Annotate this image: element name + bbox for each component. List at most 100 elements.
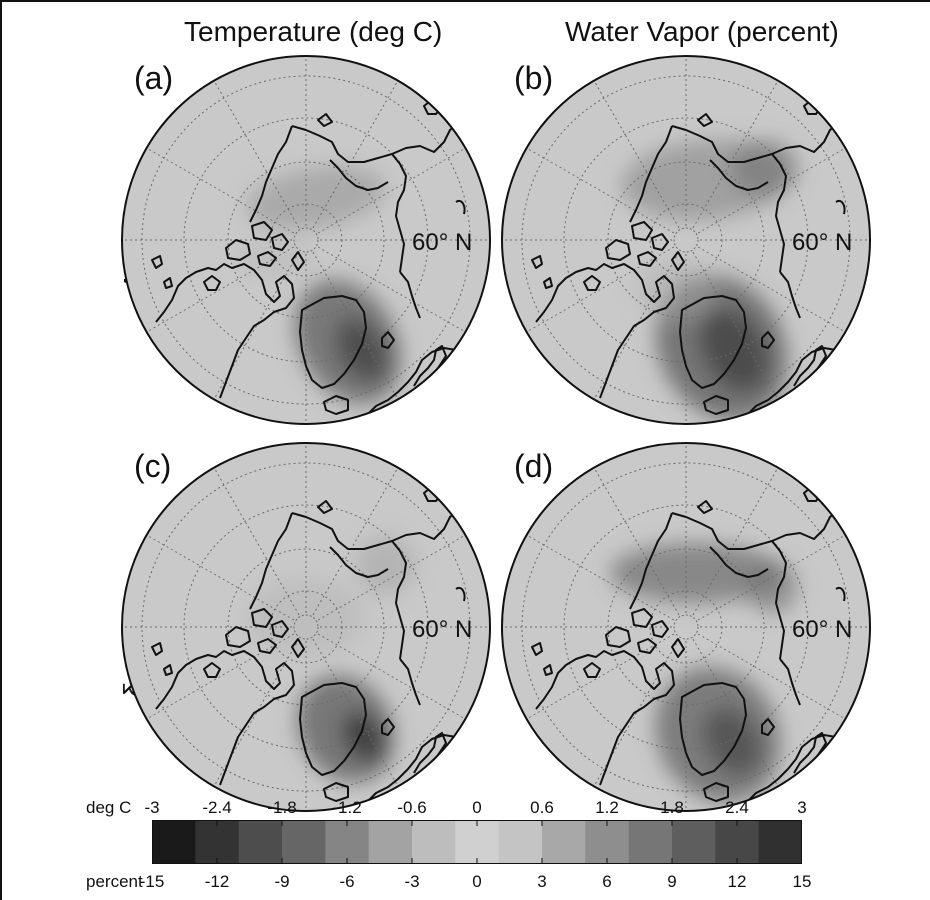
coastline [697,500,713,514]
coastline [637,638,657,654]
coastline [761,800,789,810]
latitude-circle [607,548,765,706]
latitude-circle [607,161,765,319]
coastline [583,662,601,678]
coastline [399,271,421,319]
coastline [535,650,675,786]
meridian-line [312,638,399,787]
coastline [835,200,846,215]
colorbar-tick-label-deg-c: 2.4 [725,798,749,817]
coastline [399,658,421,706]
colorbar-segment [498,820,543,864]
coastline [329,546,389,578]
coastline [671,109,851,163]
coastline [381,718,395,736]
anomaly-patch [636,260,716,320]
coastline [251,221,273,241]
map-disc [122,443,490,811]
map-border [121,55,491,425]
coastline [271,233,289,251]
colorbar-tick-label-percent: 0 [472,872,482,891]
coastline [291,251,305,271]
lat-label-c: 60° N [412,616,472,643]
colorbar-tick-label-percent: 15 [792,872,812,891]
map-panel-d: 60° N [501,442,871,812]
colorbar-tick-label-percent: 3 [537,872,547,891]
coastline [631,221,653,241]
coastline [155,263,295,399]
anomaly-patch [356,535,416,595]
meridian-line [697,246,846,333]
coastline [671,638,685,658]
anomaly-field [246,535,416,783]
panel-label-b: (b) [514,60,554,96]
coastline [323,395,349,415]
coastline [709,159,769,191]
meridian-line [697,633,846,720]
coastline [651,233,669,251]
colorbar-segment [715,820,760,864]
coastline [703,782,729,802]
coastline [771,540,787,660]
colorbar-segment [585,820,630,864]
colorbar-segment [238,820,283,864]
colorbar-segment [282,820,326,864]
coastline [329,159,389,191]
coastline [779,658,801,706]
map-panel-a: 60° N [121,55,491,425]
colorbar-segment [542,820,586,864]
coastline [291,638,305,658]
colorbar-tick-label-deg-c: 3 [797,798,807,817]
anomaly-patch [746,561,798,613]
colorbar-segment [628,820,673,864]
colorbar-segment [758,820,802,864]
colorbar-segment [672,820,716,864]
coastline [225,626,251,648]
pole-circle [673,227,699,253]
coastline [251,608,273,628]
colorbar-unit-deg-c: deg C [86,798,132,817]
column-title-water-vapor: Water Vapor (percent) [565,16,839,47]
lat-label-b: 60° N [792,229,852,256]
map-panel-b: 60° N [501,55,871,425]
coastline [317,500,333,514]
coastline [703,395,729,415]
map-border [501,55,871,425]
map-ocean-background [502,443,870,811]
coastline [455,587,466,602]
colorbar-segment [325,820,370,864]
coastline [671,496,851,550]
coastline [203,662,221,678]
coastline [679,295,747,389]
map-border [501,442,871,812]
anomaly-field [610,543,798,803]
anomaly-patch [610,543,782,603]
lat-label-a: 60° N [412,229,472,256]
coastline [605,239,631,261]
coastline [629,125,673,223]
coastline [299,682,367,776]
pole-circle [673,614,699,640]
coastline [543,664,553,676]
coastline [671,251,685,271]
colorbar-tick-label-deg-c: 1.2 [595,798,619,817]
colorbar [152,820,802,864]
meridian-line [312,251,399,400]
anomaly-patch [699,309,769,391]
meridian-line [697,147,846,234]
coastline [779,271,801,319]
coastline [709,546,769,578]
map-disc [122,56,490,424]
map-border [121,442,491,812]
coastline [381,331,395,349]
colorbar-tick-label-deg-c: -2.4 [202,798,232,817]
coastline [697,113,713,127]
coastline [299,295,367,389]
anomaly-patch [730,140,798,196]
colorbar-tick-label-percent: 6 [602,872,612,891]
coastline [391,540,407,660]
meridian-line [317,534,466,621]
colorbar-tick-label-percent: 9 [667,872,677,891]
colorbar-tick-label-percent: -6 [339,872,355,891]
anomaly-patch [246,577,366,657]
